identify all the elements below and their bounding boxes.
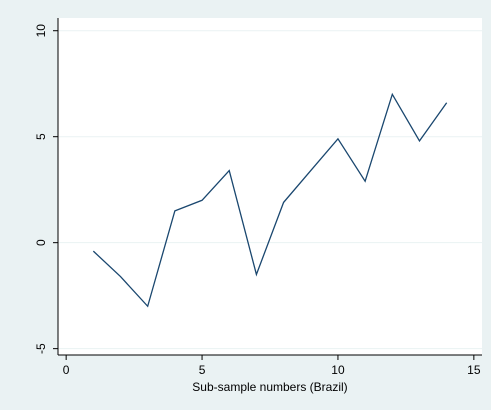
x-tick-label: 15	[467, 363, 481, 377]
y-tick-label: 0	[34, 239, 48, 246]
x-tick-label: 5	[199, 363, 206, 377]
x-tick-label: 10	[331, 363, 345, 377]
y-tick-label: -5	[34, 343, 48, 354]
y-tick-label: 10	[34, 24, 48, 38]
x-tick-label: 0	[63, 363, 70, 377]
plot-area	[58, 18, 482, 355]
x-axis-label: Sub-sample numbers (Brazil)	[192, 380, 347, 394]
y-tick-label: 5	[34, 133, 48, 140]
line-series	[92, 92, 448, 308]
